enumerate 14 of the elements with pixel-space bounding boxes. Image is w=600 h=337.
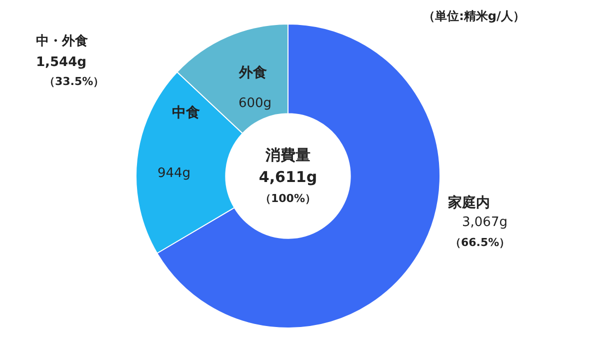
text: 消費量	[264, 146, 310, 164]
text: （66.5%）	[450, 236, 510, 249]
data-label: 944g	[157, 166, 191, 181]
slice-label: 外食	[238, 65, 267, 81]
text: （単位:精米g/人）	[423, 9, 525, 23]
text: 4,611g	[258, 168, 318, 186]
text: （33.5%）	[44, 75, 104, 88]
slice-label: 中食	[172, 105, 200, 121]
text: （100%）	[260, 192, 316, 205]
data-label: 600g	[238, 96, 272, 111]
data-label: 3,067g	[462, 215, 508, 230]
text: 1,544g	[36, 55, 86, 70]
text: 中・外食	[36, 34, 88, 49]
slice-label: 家庭内	[447, 194, 490, 211]
